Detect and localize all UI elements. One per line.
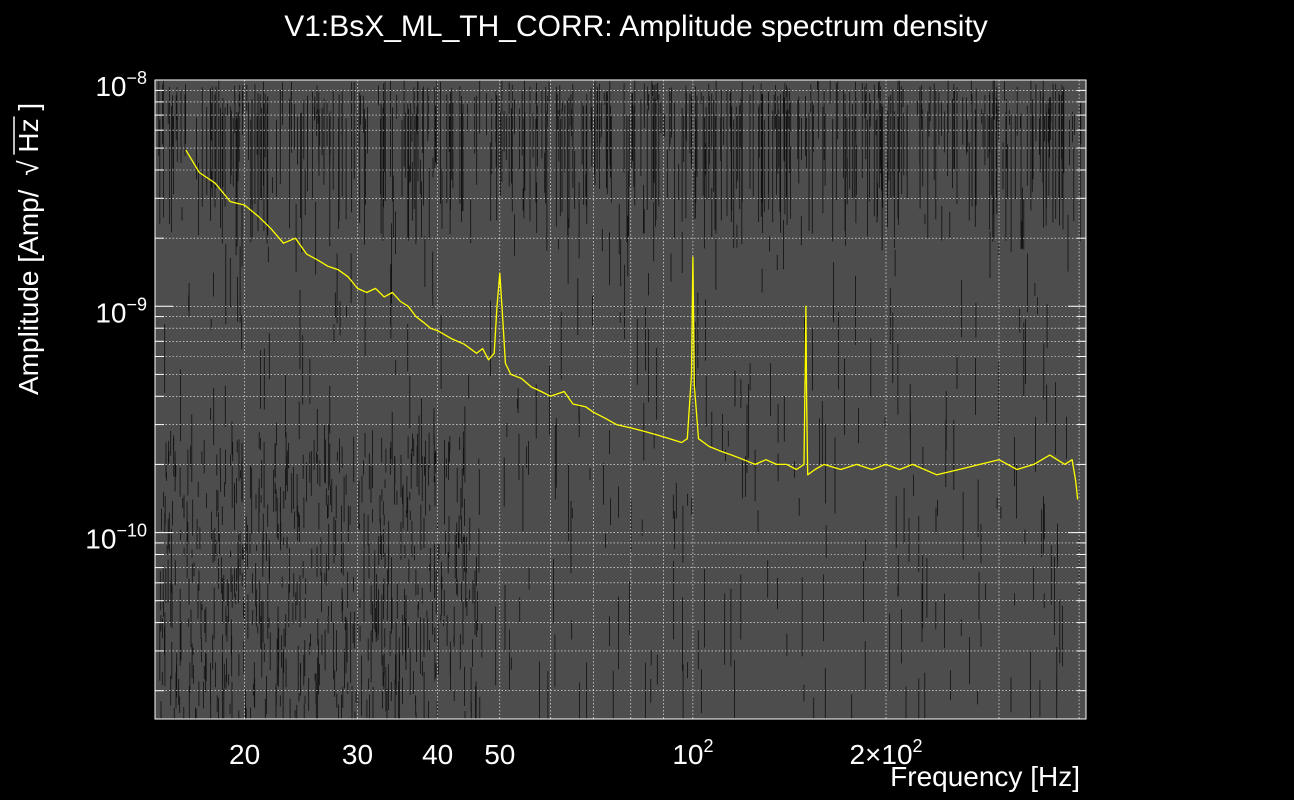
y-axis-label: Amplitude [Amp/ √ Hz ] — [13, 103, 44, 395]
y-tick-labels: 10−8 10−9 10−10 — [85, 68, 147, 555]
data-series — [185, 149, 1079, 500]
grid-lines — [155, 80, 1086, 719]
chart-title: V1:BsX_ML_TH_CORR: Amplitude spectrum de… — [284, 10, 988, 43]
x-tick-label: 50 — [484, 739, 515, 770]
plot-border — [154, 79, 1087, 720]
svg-text:Amplitude [Amp/ √: Amplitude [Amp/ √ Hz ] — [13, 103, 44, 395]
background-texture — [158, 80, 1082, 719]
y-tick-label: 10−8 — [95, 68, 147, 102]
y-axis-label-suffix: ] — [13, 103, 44, 111]
x-tick-label: 20 — [229, 739, 260, 770]
x-tick-label: 2×102 — [849, 736, 922, 770]
x-tick-label: 40 — [422, 739, 453, 770]
sqrt-symbol: √ — [13, 160, 44, 176]
y-axis-label-root: Hz — [13, 118, 44, 152]
noise-strokes — [158, 80, 1082, 719]
x-tick-label: 102 — [672, 736, 713, 770]
x-tick-label: 30 — [342, 739, 373, 770]
y-tick-label: 10−9 — [95, 294, 147, 328]
x-axis-label: Frequency [Hz] — [890, 761, 1080, 792]
x-tick-labels: 20 30 40 50 102 2×102 — [229, 736, 923, 770]
y-axis-label-prefix: Amplitude [Amp/ — [13, 189, 44, 395]
series-line — [185, 149, 1079, 500]
y-tick-label: 10−10 — [85, 521, 147, 555]
